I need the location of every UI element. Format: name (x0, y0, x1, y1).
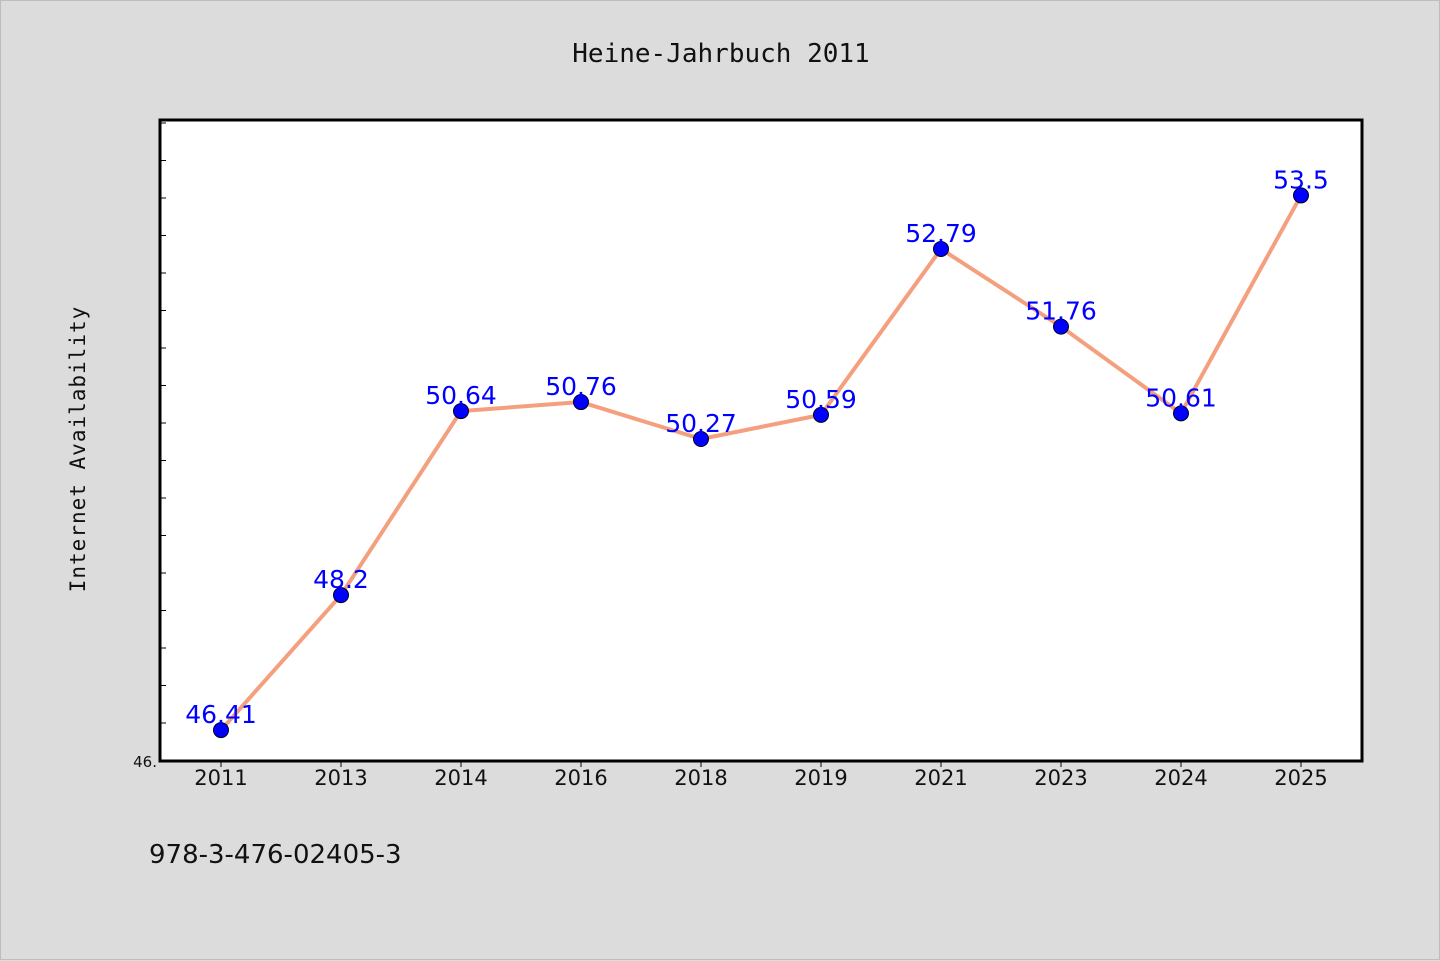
data-label: 48.2 (313, 565, 369, 594)
data-label: 52.79 (905, 219, 977, 248)
x-tick-label: 2013 (314, 766, 367, 790)
data-point (453, 403, 469, 420)
data-labels: 46.41 48.2 50.64 50.76 50.27 50.59 52.79 51.76 5… (185, 165, 1329, 729)
data-point (1053, 318, 1069, 335)
x-tick-label: 2023 (1034, 766, 1087, 790)
data-point (573, 394, 589, 411)
x-tick-label: 2018 (674, 766, 727, 790)
chart-title: Heine-Jahrbuch 2011 (572, 39, 869, 69)
data-point (213, 722, 229, 739)
data-label: 46.41 (185, 700, 257, 729)
data-label: 53.5 (1273, 165, 1329, 194)
y-axis-label: Internet Availability (66, 306, 90, 593)
data-point (933, 240, 949, 257)
data-point (1293, 187, 1309, 204)
series-line-group (219, 193, 1303, 733)
data-label: 51.76 (1025, 297, 1097, 326)
isbn-annotation: 978-3-476-02405-3 (149, 840, 402, 870)
series-markers (213, 187, 1309, 739)
data-point (813, 406, 829, 423)
data-label: 50.59 (785, 385, 857, 414)
data-label: 50.61 (1145, 383, 1217, 412)
data-point (1173, 405, 1189, 422)
plot-area (158, 118, 1364, 763)
data-label: 50.76 (545, 372, 617, 401)
x-tick-label: 2011 (194, 766, 247, 790)
data-label: 50.64 (425, 381, 497, 410)
x-tick-label: 2016 (554, 766, 607, 790)
y-tick-label: 46. (133, 753, 157, 771)
series-line (219, 193, 1303, 733)
x-tick-label: 2024 (1154, 766, 1207, 790)
x-axis-ticks: 2011 2013 2014 2016 2018 2019 2021 2023 2024 2025 (194, 761, 1328, 790)
y-axis-ticks (160, 122, 166, 724)
x-tick-label: 2019 (794, 766, 847, 790)
data-label: 50.27 (665, 409, 737, 438)
data-point (693, 430, 709, 447)
x-tick-label: 2025 (1274, 766, 1327, 790)
x-tick-label: 2014 (434, 766, 487, 790)
x-tick-label: 2021 (914, 766, 967, 790)
data-point (333, 587, 349, 604)
